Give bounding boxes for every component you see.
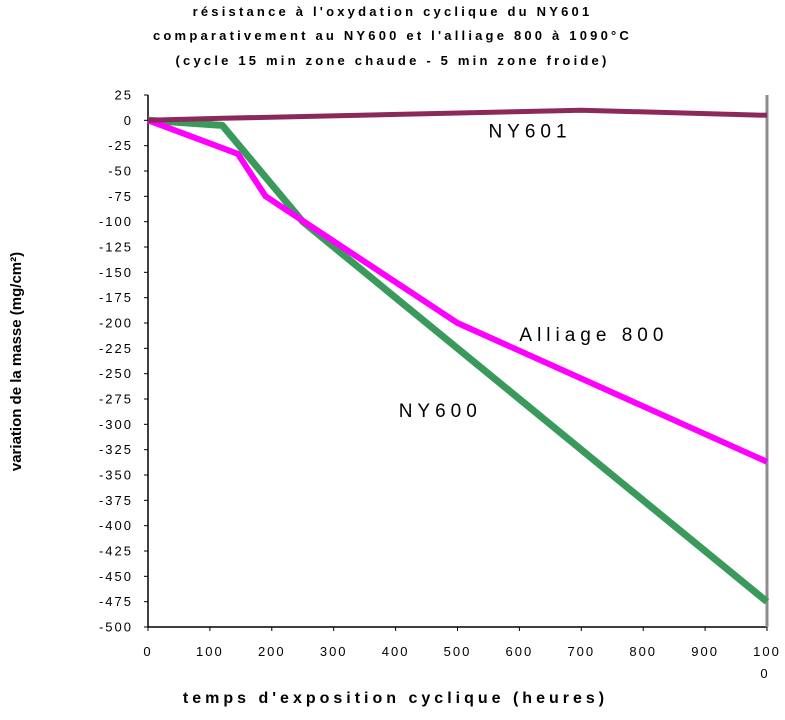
- x-tick-label: 0: [143, 644, 152, 659]
- y-tick-label: -100: [99, 214, 133, 229]
- plot-frame: [147, 95, 769, 628]
- series-annotation: NY600: [399, 401, 482, 422]
- y-tick-label: -200: [99, 316, 133, 331]
- x-tick-label: 600: [506, 644, 534, 659]
- x-tick-label: 900: [691, 644, 719, 659]
- y-tick-label: -50: [108, 164, 133, 179]
- y-tick-label: -325: [99, 442, 133, 457]
- x-tick-label: 100: [753, 644, 781, 659]
- series-line-alliage-800: [146, 117, 769, 465]
- x-tick-label: 700: [567, 644, 595, 659]
- y-tick-label: -75: [108, 189, 133, 204]
- x-axis-label: temps d'exposition cyclique (heures): [182, 690, 609, 707]
- y-tick-label: -350: [99, 468, 133, 483]
- series-annotations: NY601 Alliage 800 NY600: [399, 122, 668, 423]
- x-tick-label: 100: [196, 644, 224, 659]
- x-tick-label: 200: [258, 644, 286, 659]
- y-tick-label: -250: [99, 366, 133, 381]
- y-tick-label: -275: [99, 392, 133, 407]
- x-tick-label: 800: [629, 644, 657, 659]
- y-tick-label: -25: [108, 138, 133, 153]
- y-tick-label: -400: [99, 518, 133, 533]
- series-layer: [146, 107, 770, 605]
- y-tick-label: 0: [124, 113, 133, 128]
- y-axis-ticks: 25 0 -25 -50 -75 -100 -125 -150 -175 -200 -225 -250…: [99, 88, 148, 635]
- chart-title-line-1: résistance à l'oxydation cyclique du NY6…: [192, 4, 593, 19]
- y-tick-label: -500: [99, 620, 133, 635]
- y-tick-label: 25: [115, 88, 133, 103]
- y-tick-label: -425: [99, 544, 133, 559]
- x-tick-label: 500: [444, 644, 472, 659]
- x-tick-label: 400: [382, 644, 410, 659]
- y-tick-label: -375: [99, 493, 133, 508]
- x-tick-label: 300: [320, 644, 348, 659]
- chart-title-line-3: (cycle 15 min zone chaude - 5 min zone f…: [175, 53, 610, 68]
- chart-title-line-2: comparativement au NY600 et l'alliage 80…: [152, 28, 632, 43]
- series-annotation: NY601: [488, 122, 571, 143]
- series-annotation: Alliage 800: [519, 325, 668, 346]
- y-tick-label: -300: [99, 417, 133, 432]
- y-tick-label: -175: [99, 290, 133, 305]
- series-line-ny600: [147, 116, 770, 605]
- y-tick-label: -450: [99, 569, 133, 584]
- x-tick-label-wrap: 0: [760, 666, 769, 681]
- y-tick-label: -475: [99, 594, 133, 609]
- series-line-ny601: [147, 107, 768, 123]
- y-tick-label: -150: [99, 265, 133, 280]
- y-tick-label: -225: [99, 341, 133, 356]
- line-chart: 25 0 -25 -50 -75 -100 -125 -150 -175 -200 -225 -250…: [99, 88, 781, 682]
- y-tick-label: -125: [99, 240, 133, 255]
